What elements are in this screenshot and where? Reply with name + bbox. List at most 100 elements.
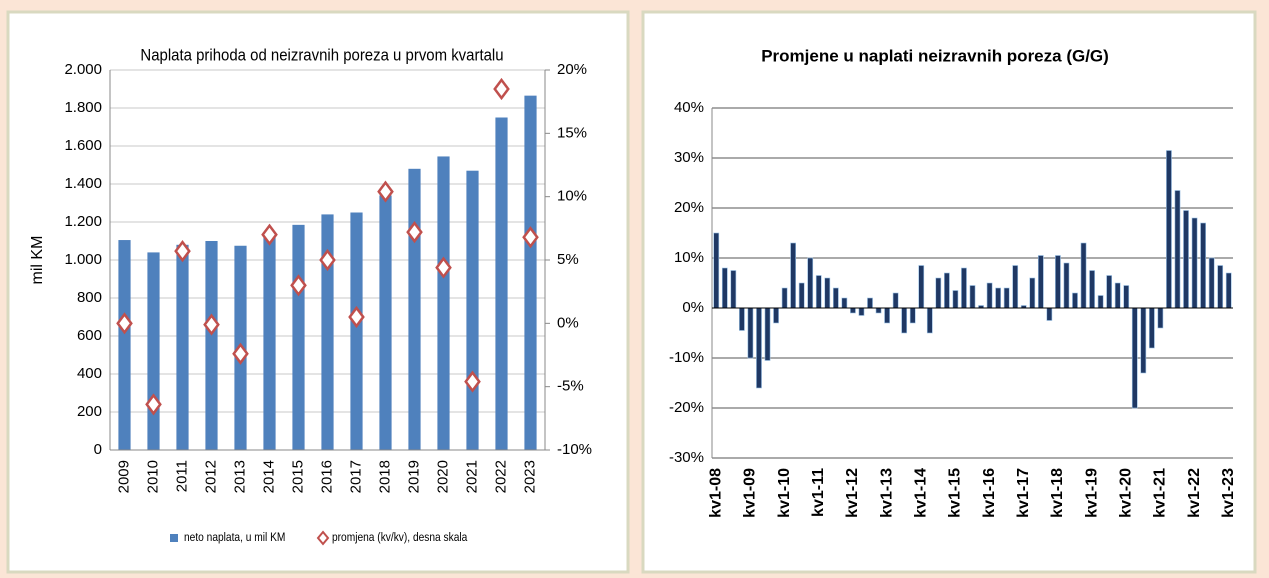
y2-tick-label: 15% <box>557 124 587 141</box>
bar <box>1191 217 1198 309</box>
x-tick-label: 2020 <box>434 460 451 493</box>
bar <box>1148 307 1155 349</box>
y2-tick-label: -5% <box>557 378 584 395</box>
bar <box>747 307 754 359</box>
bar <box>867 297 873 309</box>
bar <box>739 307 745 331</box>
x-tick-label: 2015 <box>289 460 306 493</box>
bar <box>321 214 334 450</box>
bar <box>875 307 882 314</box>
x-tick-label: kv1-20 <box>1117 468 1134 518</box>
x-tick-label: kv1-14 <box>912 468 929 518</box>
bar <box>790 242 797 309</box>
y-tick-label: 20% <box>674 199 704 216</box>
x-tick-label: kv1-16 <box>981 468 998 518</box>
bar <box>901 307 908 334</box>
legend-swatch <box>170 534 178 542</box>
bar <box>1097 295 1104 309</box>
bar <box>824 277 831 309</box>
y-tick-label: 1.800 <box>64 99 102 116</box>
x-tick-label: kv1-10 <box>776 468 793 518</box>
x-tick-label: kv1-08 <box>707 468 724 518</box>
chart-title: Naplata prihoda od neizravnih poreza u p… <box>140 47 503 65</box>
bar <box>292 224 305 450</box>
bar <box>944 272 950 309</box>
bar <box>764 307 771 361</box>
bar <box>815 275 822 309</box>
bar <box>524 95 537 451</box>
bar <box>935 277 942 309</box>
diamond-marker <box>522 226 539 249</box>
bar <box>850 307 856 314</box>
bar <box>1012 265 1019 309</box>
diamond-marker <box>493 77 510 101</box>
diamond-marker <box>145 393 162 416</box>
bar <box>926 307 933 334</box>
bar <box>892 292 899 309</box>
bar <box>205 241 218 450</box>
bar <box>952 290 959 309</box>
bar <box>909 307 916 324</box>
y-tick-label: -20% <box>669 399 704 416</box>
bar <box>1225 272 1232 309</box>
chart-title: Promjene u naplati neizravnih poreza (G/… <box>761 46 1109 65</box>
legend-marker <box>316 530 330 546</box>
bar <box>176 244 189 450</box>
x-tick-label: 2021 <box>463 460 480 493</box>
y-tick-label: 2.000 <box>64 61 102 78</box>
bar <box>798 282 805 309</box>
diamond-marker <box>290 274 307 297</box>
y-tick-label: 1.000 <box>64 251 102 268</box>
x-tick-label: kv1-22 <box>1186 468 1203 518</box>
bar <box>721 267 728 309</box>
y-tick-label: -30% <box>669 449 704 466</box>
bar <box>1208 257 1215 309</box>
bar <box>118 240 131 450</box>
x-tick-label: kv1-17 <box>1015 468 1032 518</box>
y-tick-label: 0% <box>682 299 704 316</box>
bar <box>379 195 392 450</box>
bar <box>1217 265 1224 309</box>
y-tick-label: -10% <box>669 349 704 366</box>
x-tick-label: 2017 <box>347 460 364 493</box>
y-tick-label: 600 <box>77 327 102 344</box>
bar <box>961 267 967 309</box>
diamond-marker <box>174 240 191 263</box>
bar <box>756 307 762 389</box>
y-tick-label: 30% <box>674 149 704 166</box>
bar <box>841 297 848 309</box>
diamond-marker <box>261 223 278 246</box>
x-tick-label: 2022 <box>492 460 509 493</box>
diamond-marker <box>232 342 249 365</box>
y2-tick-label: 10% <box>557 188 587 205</box>
diamond-marker <box>406 221 423 244</box>
y-tick-label: 40% <box>674 99 704 116</box>
bar <box>1200 222 1206 309</box>
x-tick-label: kv1-12 <box>844 468 861 518</box>
diamond-marker <box>435 256 452 279</box>
bar <box>1089 270 1095 309</box>
legend-label: promjena (kv/kv), desna skala <box>332 531 468 544</box>
diamond-marker <box>116 312 133 335</box>
x-tick-label: 2019 <box>405 460 422 493</box>
x-tick-label: kv1-18 <box>1049 468 1066 518</box>
bar <box>858 307 865 316</box>
bar <box>1106 275 1113 309</box>
bar <box>730 270 737 309</box>
bar <box>1063 262 1070 309</box>
bar <box>350 212 363 450</box>
x-tick-label: 2012 <box>202 460 219 493</box>
bar <box>918 265 925 309</box>
bar <box>995 287 1001 309</box>
x-tick-label: 2016 <box>318 460 335 493</box>
x-tick-label: 2014 <box>260 460 277 493</box>
diamond-marker <box>319 248 336 272</box>
y-tick-label: 10% <box>674 249 704 266</box>
bar <box>1157 307 1164 329</box>
bar <box>1003 287 1010 309</box>
x-tick-label: 2018 <box>376 460 393 493</box>
diamond-marker <box>377 180 394 203</box>
bar <box>1037 255 1044 309</box>
y2-tick-label: 0% <box>557 314 579 331</box>
